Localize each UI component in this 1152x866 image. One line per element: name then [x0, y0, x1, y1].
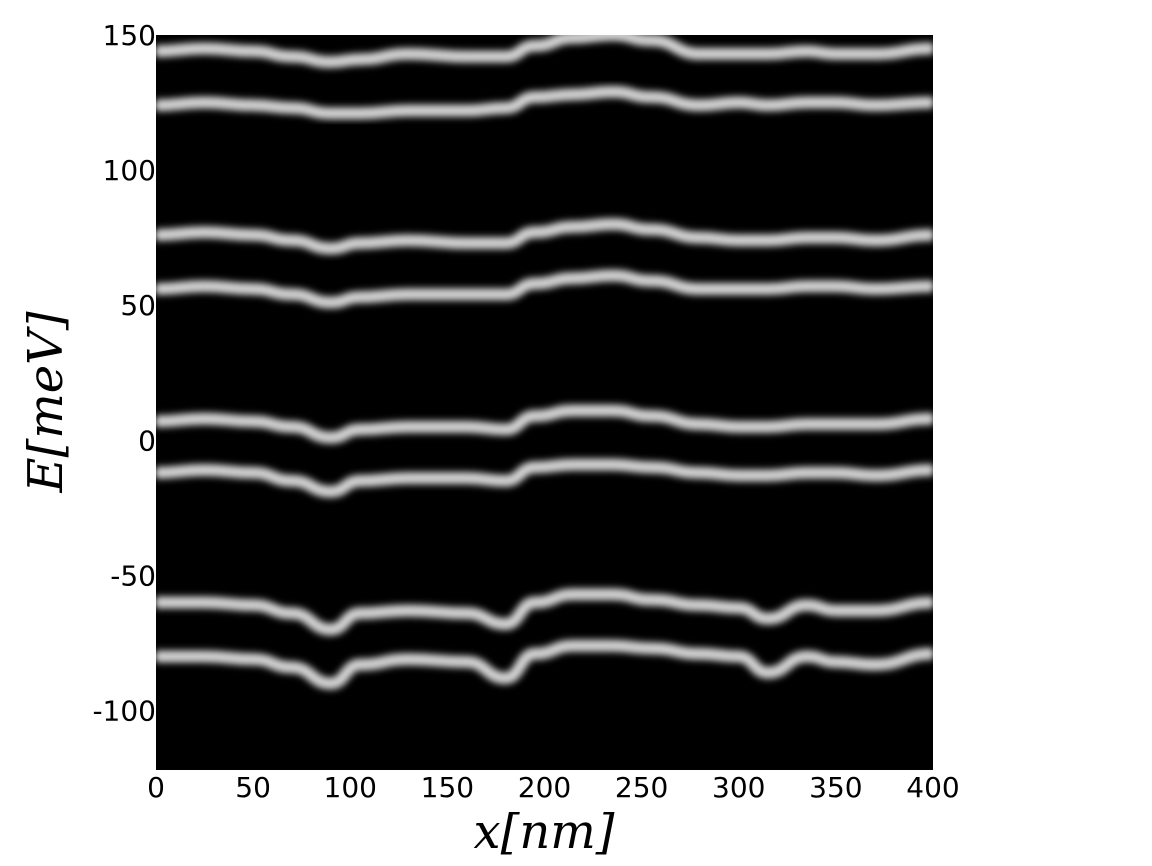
x-tick-label: 150 [421, 771, 474, 804]
y-tick-label: -50 [110, 559, 156, 592]
y-tick-labels: 150 100 50 0 -50 -100 [92, 19, 156, 728]
y-tick-label: -100 [92, 695, 156, 728]
x-tick-label: 0 [147, 771, 165, 804]
energy-band-7 [156, 591, 933, 632]
x-tick-label: 250 [615, 771, 668, 804]
y-tick-label: 50 [120, 289, 156, 322]
energy-band-8 [156, 643, 933, 687]
x-tick-label: 350 [809, 771, 862, 804]
x-tick-label: 50 [235, 771, 271, 804]
energy-band-5 [156, 408, 933, 441]
x-tick-label: 400 [906, 771, 959, 804]
energy-band-3 [156, 221, 933, 251]
bands-layer [156, 35, 933, 691]
x-axis-label: x[nm] [474, 804, 615, 860]
x-tick-label: 200 [518, 771, 571, 804]
energy-band-4 [156, 272, 933, 306]
y-tick-label: 0 [138, 424, 156, 457]
x-tick-labels: 0 50 100 150 200 250 300 350 400 [147, 771, 960, 804]
y-axis-label: E[meV] [18, 311, 74, 493]
x-tick-label: 100 [324, 771, 377, 804]
energy-band-6 [156, 462, 933, 495]
energy-band-2 [156, 89, 933, 116]
y-tick-label: 100 [103, 154, 156, 187]
x-tick-label: 300 [712, 771, 765, 804]
energy-band-1 [156, 35, 933, 65]
y-tick-label: 150 [103, 19, 156, 52]
